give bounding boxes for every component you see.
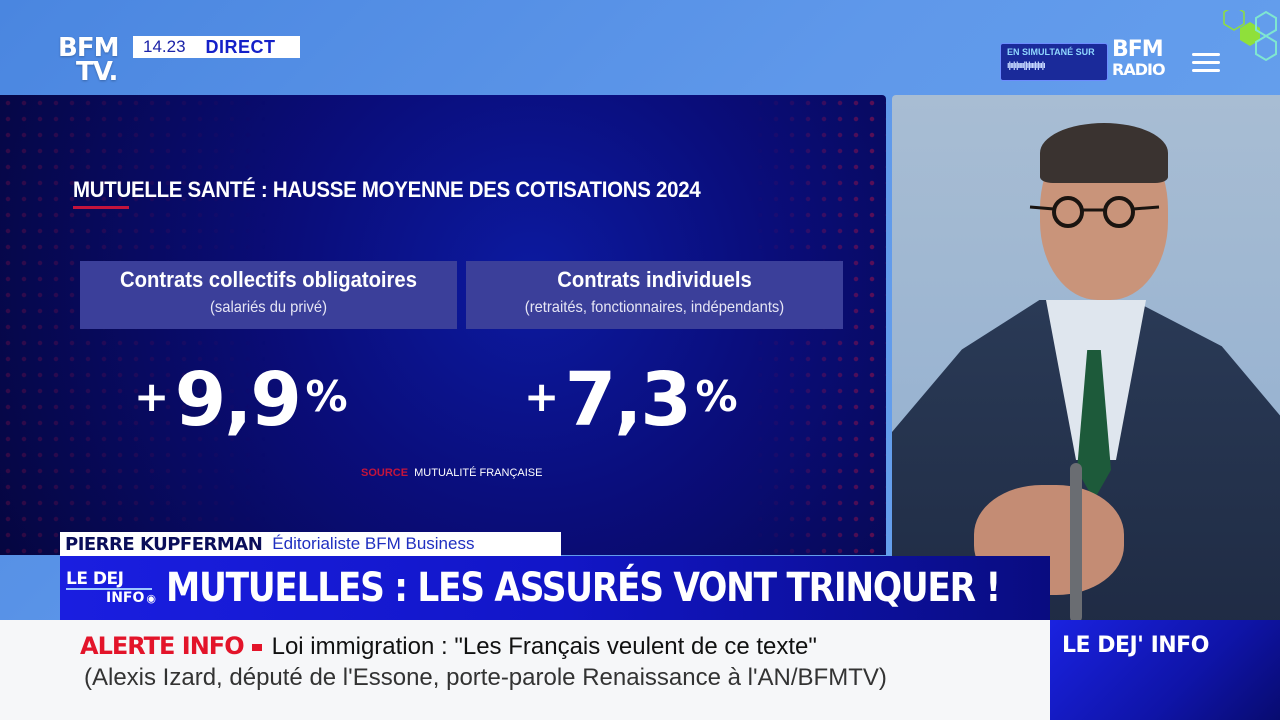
ticker-attribution: (Alexis Izard, député de l'Essone, porte… [84, 664, 887, 691]
individual-increase-value: + 7,3 % [524, 357, 738, 443]
glasses-icon [1029, 196, 1160, 228]
panel-title: MUTUELLE SANTÉ : HAUSSE MOYENNE DES COTI… [73, 177, 701, 202]
source-credit: SOURCE MUTUALITÉ FRANÇAISE [361, 467, 542, 479]
headline-text: MUTUELLES : LES ASSURÉS VONT TRINQUER ! [166, 565, 1001, 611]
alert-label: ALERTE INFO [80, 632, 262, 660]
speaker-role: Éditorialiste BFM Business [272, 534, 475, 553]
speaker-hair [1040, 123, 1168, 183]
speaker-name: PIERRE KUPFERMAN [65, 533, 263, 555]
clock-time: 14.23 [143, 37, 186, 56]
live-time-badge: 14.23 DIRECT [133, 36, 300, 58]
card-heading: Contrats individuels [557, 267, 752, 292]
news-ticker: ALERTE INFO Loi immigration : "Les Franç… [0, 620, 1050, 720]
speaker-video [892, 95, 1280, 620]
info-graphic-panel: MUTUELLE SANTÉ : HAUSSE MOYENNE DES COTI… [0, 95, 886, 555]
alert-square-icon [251, 643, 262, 651]
bfmtv-logo: BFM TV. [58, 33, 126, 90]
collective-increase-value: + 9,9 % [134, 357, 348, 443]
bfm-radio-logo: BFM RADIO [1112, 37, 1166, 80]
simulcast-badge[interactable]: EN SIMULTANÉ SUR ı|ıı|ı|ıııı||ı|ııı|ı|ıı… [1000, 43, 1108, 81]
le-dej-info-logo: LE DEJ INFO ◉ [60, 556, 156, 620]
show-tag: LE DEJ' INFO [1050, 620, 1280, 720]
card-subheading: (salariés du privé) [210, 299, 327, 316]
source-value: MUTUALITÉ FRANÇAISE [414, 467, 543, 479]
top-bar: BFM TV. 14.23 DIRECT EN SIMULTANÉ SUR ı|… [0, 0, 1280, 94]
sound-wave-icon: ◉ [146, 591, 156, 605]
headline-bar: LE DEJ INFO ◉ MUTUELLES : LES ASSURÉS VON… [60, 556, 1050, 620]
show-logo-bottom: INFO ◉ [106, 589, 156, 606]
card-collective-contracts: Contrats collectifs obligatoires (salari… [80, 261, 457, 329]
logo-line-2: TV. [76, 57, 118, 87]
microphone-icon [1070, 463, 1082, 620]
logo-line-1: BFM [58, 33, 119, 63]
hexagon-decoration-icon [1223, 10, 1277, 62]
show-logo-top: LE DEJ [66, 570, 152, 590]
speaker-name-bar: PIERRE KUPFERMAN Éditorialiste BFM Busin… [60, 532, 561, 556]
audio-wave-icon: ı|ıı|ı|ıııı||ı|ııı|ı|ıı|ı [1007, 60, 1046, 70]
simulcast-label: EN SIMULTANÉ SUR [1007, 47, 1095, 57]
radio-logo-line-1: BFM [1112, 37, 1164, 62]
card-heading: Contrats collectifs obligatoires [120, 267, 417, 292]
card-individual-contracts: Contrats individuels (retraités, fonctio… [466, 261, 843, 329]
source-label: SOURCE [361, 467, 409, 479]
hamburger-menu-icon[interactable] [1192, 53, 1220, 73]
radio-logo-line-2: RADIO [1112, 60, 1166, 79]
ticker-headline: Loi immigration : "Les Français veulent … [271, 633, 817, 660]
ticker-line-1: ALERTE INFO Loi immigration : "Les Franç… [80, 632, 817, 661]
title-underline [73, 206, 129, 209]
live-label: DIRECT [205, 36, 276, 57]
card-subheading: (retraités, fonctionnaires, indépendants… [524, 299, 785, 316]
